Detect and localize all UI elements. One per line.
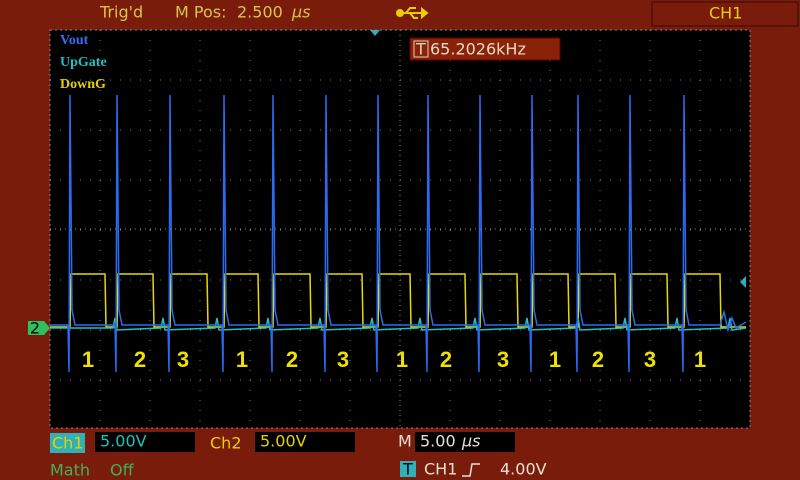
- phase-labels: 1 2 3 1 2 3 1 2 3 1 2 3 1: [82, 347, 706, 372]
- phase-label: 1: [549, 347, 561, 372]
- trigger-icon: T: [402, 460, 413, 479]
- phase-label: 2: [592, 347, 604, 372]
- ch2-scale-box: [255, 432, 355, 452]
- frequency-value: 65.2026kHz: [430, 40, 526, 59]
- trace-legend: UpGate: [60, 55, 107, 70]
- ch1-label: Ch1: [52, 434, 84, 453]
- ch2-label: Ch2: [210, 434, 242, 453]
- screen-border: [49, 29, 751, 429]
- phase-label: 2: [440, 347, 452, 372]
- phase-label: 1: [236, 347, 248, 372]
- frequency-icon-box: [413, 40, 429, 58]
- trace-legend: DownG: [60, 77, 106, 92]
- time-unit: µs: [461, 432, 481, 451]
- vout-trace: [50, 94, 747, 373]
- phase-label: 3: [497, 347, 509, 372]
- usb-icon: [396, 6, 429, 20]
- phase-label: 1: [694, 347, 706, 372]
- time-value: 5.00: [420, 432, 456, 451]
- phase-label: 1: [396, 347, 408, 372]
- math-label: Math: [50, 461, 90, 480]
- grid: [50, 30, 750, 428]
- trigger-icon-box: [400, 461, 416, 477]
- channel: CH1: [709, 4, 742, 23]
- phase-label: 2: [134, 347, 146, 372]
- channel-box: [651, 1, 799, 27]
- ch1-label-box: [50, 433, 85, 453]
- trigger-level-marker: [740, 276, 746, 288]
- time-label: M: [398, 432, 412, 451]
- phase-label: 1: [82, 347, 94, 372]
- time-box: [415, 432, 515, 452]
- m-pos-unit: µs: [291, 3, 311, 22]
- ch2-scale: 5.00V: [260, 432, 307, 451]
- phase-label: 3: [337, 347, 349, 372]
- frequency-icon: T: [415, 40, 426, 59]
- phase-label: 3: [644, 347, 656, 372]
- frequency-box: [409, 37, 561, 61]
- waveforms: [50, 94, 747, 373]
- trigger-status: Trig'd: [99, 3, 143, 22]
- ch1-scale: 5.00V: [100, 432, 147, 451]
- phase-label: 2: [286, 347, 298, 372]
- phase-label: 3: [177, 347, 189, 372]
- math-value: Off: [110, 461, 135, 480]
- ch1-scale-box: [95, 432, 195, 452]
- trigger-position-marker: [370, 30, 380, 36]
- trigger-source: CH1: [424, 460, 457, 479]
- m-pos-value: 2.500: [237, 3, 283, 22]
- trace-legend: Vout: [60, 33, 89, 48]
- trigger-level: 4.00V: [500, 460, 547, 479]
- channel-marker-label: 2: [30, 319, 40, 338]
- upgate-trace: [50, 317, 747, 331]
- m-pos-label: M Pos:: [175, 3, 226, 22]
- channel-marker: [28, 321, 50, 335]
- trigger-slope-icon: [462, 463, 480, 477]
